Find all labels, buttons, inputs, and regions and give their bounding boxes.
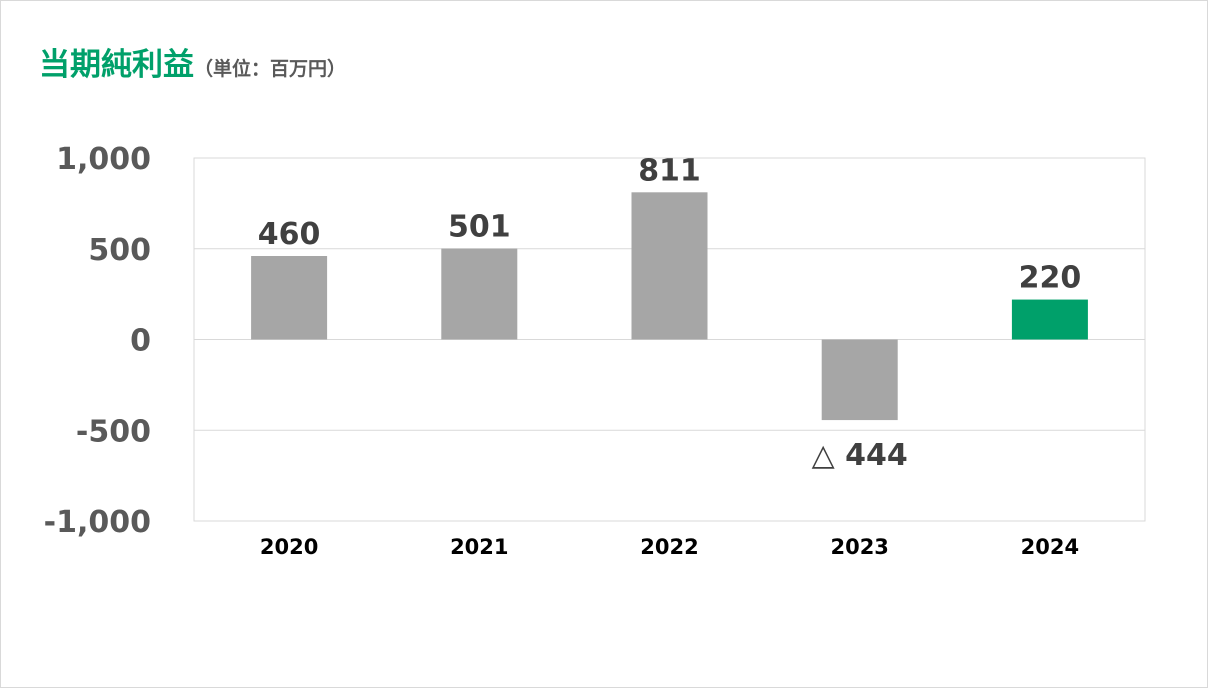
chart-title: 当期純利益（単位：百万円）	[39, 45, 346, 89]
x-tick-label: 2022	[640, 535, 698, 559]
data-label: 811	[638, 153, 701, 188]
y-tick-label: -1,000	[44, 505, 151, 540]
x-tick-label: 2023	[830, 535, 888, 559]
x-tick-label: 2020	[260, 535, 318, 559]
bar	[441, 248, 518, 340]
data-label: △ 444	[812, 438, 908, 473]
x-tick-label: 2021	[450, 535, 508, 559]
x-tick-label: 2024	[1021, 535, 1079, 559]
y-tick-label: 0	[130, 324, 151, 359]
bar	[821, 339, 898, 421]
bar	[251, 256, 328, 340]
y-tick-label: -500	[76, 414, 151, 449]
y-tick-label: 1,000	[56, 142, 151, 177]
data-label: 220	[1019, 261, 1082, 296]
bar	[1011, 299, 1088, 340]
bar	[631, 192, 708, 340]
title-text: 当期純利益	[39, 47, 194, 83]
data-label: 460	[258, 217, 321, 252]
y-tick-label: 500	[88, 233, 151, 268]
data-label: 501	[448, 210, 511, 245]
unit-label: （単位：百万円）	[194, 58, 347, 80]
